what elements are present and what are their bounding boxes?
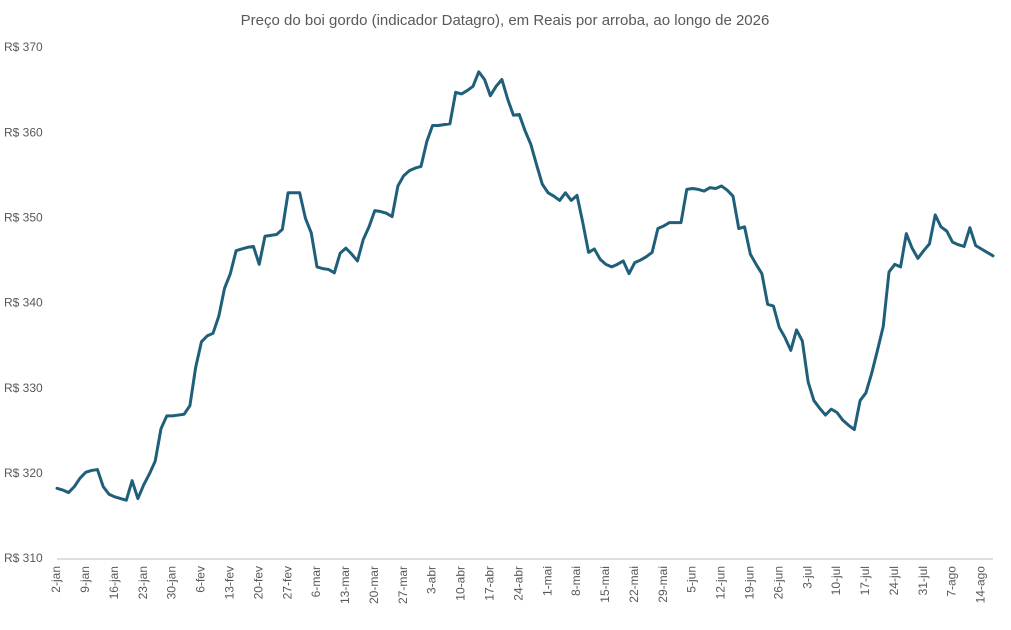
- x-tick-label: 31-jul: [916, 566, 930, 595]
- x-tick-label: 22-mai: [627, 566, 641, 603]
- x-tick-label: 2-jan: [49, 566, 63, 593]
- x-tick-label: 3-abr: [425, 566, 439, 594]
- x-tick-label: 14-ago: [974, 566, 988, 604]
- x-tick-label: 15-mai: [598, 566, 612, 603]
- x-tick-label: 17-jul: [858, 566, 872, 595]
- x-tick-label: 30-jan: [165, 566, 179, 599]
- x-tick-label: 29-mai: [656, 566, 670, 603]
- x-tick-label: 17-abr: [483, 566, 497, 601]
- y-tick-label: R$ 320: [4, 466, 43, 480]
- x-tick-label: 26-jun: [771, 566, 785, 599]
- x-tick-label: 6-mar: [309, 566, 323, 597]
- x-tick-label: 20-mar: [367, 566, 381, 604]
- x-tick-label: 9-jan: [78, 566, 92, 593]
- x-tick-label: 27-mar: [396, 566, 410, 604]
- x-tick-label: 12-jun: [714, 566, 728, 599]
- chart-title: Preço do boi gordo (indicador Datagro), …: [241, 12, 770, 29]
- y-tick-label: R$ 360: [4, 125, 43, 139]
- x-tick-label: 16-jan: [107, 566, 121, 599]
- x-tick-label: 23-jan: [136, 566, 150, 599]
- x-tick-label: 24-jul: [887, 566, 901, 595]
- y-tick-label: R$ 350: [4, 211, 43, 225]
- y-tick-label: R$ 340: [4, 296, 43, 310]
- x-tick-label: 20-fev: [251, 566, 265, 599]
- y-tick-label: R$ 370: [4, 40, 43, 54]
- y-tick-label: R$ 310: [4, 551, 43, 565]
- x-tick-label: 5-jun: [685, 566, 699, 593]
- x-tick-label: 10-jul: [829, 566, 843, 595]
- x-tick-label: 13-fev: [223, 566, 237, 599]
- x-tick-label: 10-abr: [454, 566, 468, 601]
- x-tick-label: 3-jul: [800, 566, 814, 589]
- y-tick-label: R$ 330: [4, 381, 43, 395]
- x-tick-label: 13-mar: [338, 566, 352, 604]
- x-tick-label: 19-jun: [743, 566, 757, 599]
- x-tick-label: 8-mai: [569, 566, 583, 596]
- x-tick-label: 7-ago: [945, 566, 959, 597]
- line-series: [55, 70, 995, 502]
- x-tick-label: 24-abr: [511, 566, 525, 601]
- x-tick-label: 6-fev: [194, 566, 208, 593]
- x-tick-label: 1-mai: [540, 566, 554, 596]
- x-tick-label: 27-fev: [280, 566, 294, 599]
